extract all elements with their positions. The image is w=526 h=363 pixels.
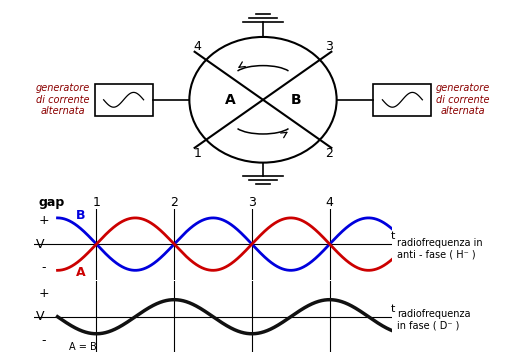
Text: B: B (76, 209, 86, 222)
Text: 4: 4 (194, 40, 201, 53)
Text: A: A (76, 266, 86, 280)
Text: 1: 1 (93, 196, 100, 209)
Text: generatore
di corrente
alternata: generatore di corrente alternata (436, 83, 490, 117)
Text: 2: 2 (325, 147, 332, 160)
Text: -: - (41, 261, 46, 274)
Text: V: V (36, 238, 45, 250)
Text: -: - (41, 334, 46, 347)
Text: +: + (38, 287, 49, 299)
Text: A: A (225, 93, 236, 107)
Text: 1: 1 (194, 147, 201, 160)
Text: radiofrequenza in
anti - fase ( H⁻ ): radiofrequenza in anti - fase ( H⁻ ) (397, 238, 483, 260)
Text: 3: 3 (325, 40, 332, 53)
Text: 4: 4 (326, 196, 333, 209)
Text: B: B (290, 93, 301, 107)
Text: A = B: A = B (69, 342, 97, 352)
Text: t: t (390, 232, 394, 241)
Text: t: t (390, 304, 394, 314)
Text: +: + (38, 214, 49, 227)
Text: 3: 3 (248, 196, 256, 209)
Text: gap: gap (38, 196, 64, 209)
Text: radiofrequenza
in fase ( D⁻ ): radiofrequenza in fase ( D⁻ ) (397, 309, 471, 330)
FancyBboxPatch shape (95, 84, 153, 115)
Text: generatore
di corrente
alternata: generatore di corrente alternata (36, 83, 90, 117)
Text: 2: 2 (170, 196, 178, 209)
FancyBboxPatch shape (373, 84, 431, 115)
Text: V: V (36, 310, 45, 323)
